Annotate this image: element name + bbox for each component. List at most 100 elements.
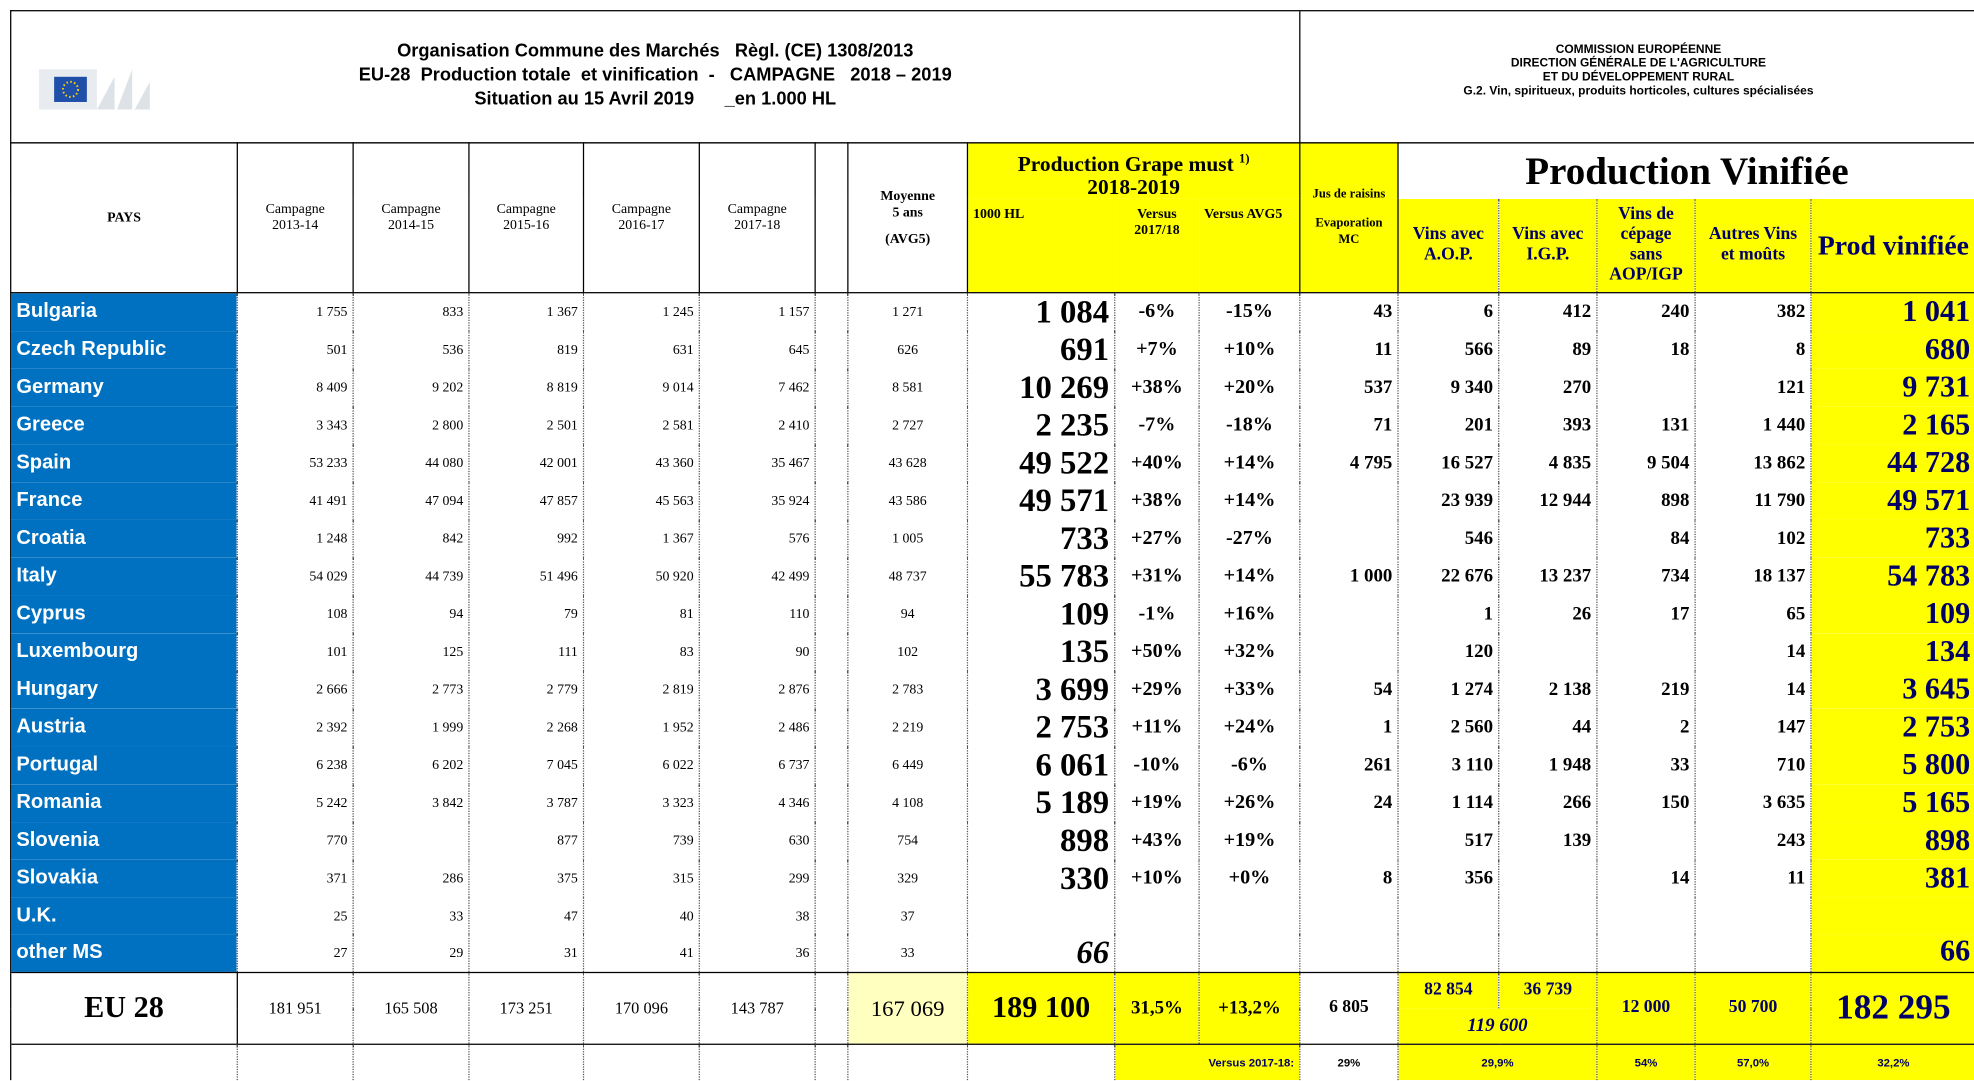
country: Bulgaria (10, 292, 238, 332)
cell-camp: 7 462 (698, 369, 816, 407)
empty (847, 1043, 969, 1081)
cell-vin: 17 (1596, 595, 1696, 634)
head-grape: Production Grape must 1) 2018-2019 (966, 142, 1301, 199)
cell-vsv (1198, 897, 1301, 934)
cell-vin: 356 (1397, 860, 1500, 898)
head-sub: Versus 2017/18 (1114, 198, 1200, 294)
cell-vsv: -27% (1198, 520, 1301, 558)
head-sub: Prod vinifiée (1810, 198, 1974, 294)
cell-vin: 1 440 (1694, 406, 1812, 445)
cell-camp: 2 501 (468, 406, 585, 445)
cell-jus (1299, 595, 1399, 634)
label: 2014-15 (387, 217, 435, 233)
cell-prod: 2 165 (1810, 406, 1974, 445)
cell-camp: 315 (582, 860, 700, 898)
total-vsv: +13,2% (1198, 971, 1301, 1045)
cell-jus: 1 000 (1299, 557, 1399, 596)
spacer (814, 520, 849, 558)
cell-vin (1498, 520, 1598, 558)
cell-camp: 43 360 (582, 444, 700, 483)
head-sub: Vins avec A.O.P. (1397, 198, 1500, 294)
cell-camp: 2 581 (582, 406, 700, 445)
cell-vin (1397, 897, 1500, 934)
cell-vin: 13 237 (1498, 557, 1598, 596)
cell-vsv (1114, 897, 1200, 934)
cell-hl: 2 753 (966, 708, 1116, 747)
country: Greece (10, 406, 238, 445)
cell-jus: 1 (1299, 708, 1399, 747)
cell-vin (1498, 633, 1598, 672)
label: Campagne (727, 201, 787, 217)
cell-vin (1694, 933, 1812, 973)
cell-camp: 111 (468, 633, 585, 672)
cell-vsv: +0% (1198, 860, 1301, 898)
head-campaign: Campagne 2017-18 (698, 142, 816, 294)
country: Czech Republic (10, 331, 238, 370)
cell-vin: 26 (1498, 595, 1598, 634)
cell-camp: 739 (582, 822, 700, 861)
cell-camp: 371 (236, 860, 354, 898)
cell-vin: 219 (1596, 671, 1696, 709)
data-row: Germany 8 409 9 202 8 819 9 014 7 462 8 581 10 … (10, 369, 1974, 407)
commission-line: ET DU DÉVELOPPEMENT RURAL (1542, 70, 1735, 85)
cell-camp: 6 238 (236, 746, 354, 785)
cell-vin: 8 (1694, 331, 1812, 370)
cell-hl: 10 269 (966, 369, 1116, 407)
commission-line: DIRECTION GÉNÉRALE DE L'AGRICULTURE (1510, 56, 1767, 71)
cell-vin: 412 (1498, 292, 1598, 332)
cell-vsv: -1% (1114, 595, 1200, 634)
cell-camp: 47 857 (468, 482, 585, 521)
total-camp: 165 508 (352, 971, 470, 1045)
spacer (814, 784, 849, 823)
cell-vin: 9 504 (1596, 444, 1696, 483)
commission-block: COMMISSION EUROPÉENNE DIRECTION GÉNÉRALE… (1300, 11, 1974, 142)
cell-vin: 3 635 (1694, 784, 1812, 823)
cell-jus (1299, 933, 1399, 973)
cell-camp: 25 (236, 897, 354, 934)
cell-vin: 131 (1596, 406, 1696, 445)
spacer (814, 897, 849, 934)
cell-vin (1498, 897, 1598, 934)
spacer (814, 406, 849, 445)
cell-camp: 1 157 (698, 292, 816, 332)
cell-vsv: +19% (1198, 822, 1301, 861)
cell-camp: 2 392 (236, 708, 354, 747)
cell-prod: 5 800 (1810, 746, 1974, 785)
cell-camp: 44 080 (352, 444, 470, 483)
cell-camp: 35 924 (698, 482, 816, 521)
cell-prod: 44 728 (1810, 444, 1974, 483)
cell-moy: 33 (847, 933, 969, 973)
cell-vin: 1 (1397, 595, 1500, 634)
cell-vin: 121 (1694, 369, 1812, 407)
spacer (814, 933, 849, 973)
total-vin: 50 700 (1694, 971, 1812, 1045)
cell-camp: 45 563 (582, 482, 700, 521)
cell-vin: 734 (1596, 557, 1696, 596)
cell-camp: 125 (352, 633, 470, 672)
cell-vin: 14 (1596, 860, 1696, 898)
cell-vin: 139 (1498, 822, 1598, 861)
cell-camp: 631 (582, 331, 700, 370)
cell-hl: 66 (966, 933, 1116, 973)
cell-vin: 18 (1596, 331, 1696, 370)
label: Jus de raisins (1312, 187, 1386, 202)
cell-vin: 1 948 (1498, 746, 1598, 785)
cell-vsv: +19% (1114, 784, 1200, 823)
cell-vin: 89 (1498, 331, 1598, 370)
cell-vsv: +33% (1198, 671, 1301, 709)
cell-vsv: +31% (1114, 557, 1200, 596)
cell-vin: 3 110 (1397, 746, 1500, 785)
cell-camp: 7 045 (468, 746, 585, 785)
cell-vin: 14 (1694, 633, 1812, 672)
empty (966, 1043, 1116, 1081)
cell-prod: 898 (1810, 822, 1974, 861)
cell-camp: 1 245 (582, 292, 700, 332)
cell-camp: 1 367 (468, 292, 585, 332)
label: Evaporation MC (1315, 216, 1383, 247)
cell-vsv (1198, 933, 1301, 973)
cell-camp: 819 (468, 331, 585, 370)
cell-camp: 40 (582, 897, 700, 934)
cell-camp: 108 (236, 595, 354, 634)
cell-camp: 51 496 (468, 557, 585, 596)
cell-vsv: +14% (1198, 557, 1301, 596)
